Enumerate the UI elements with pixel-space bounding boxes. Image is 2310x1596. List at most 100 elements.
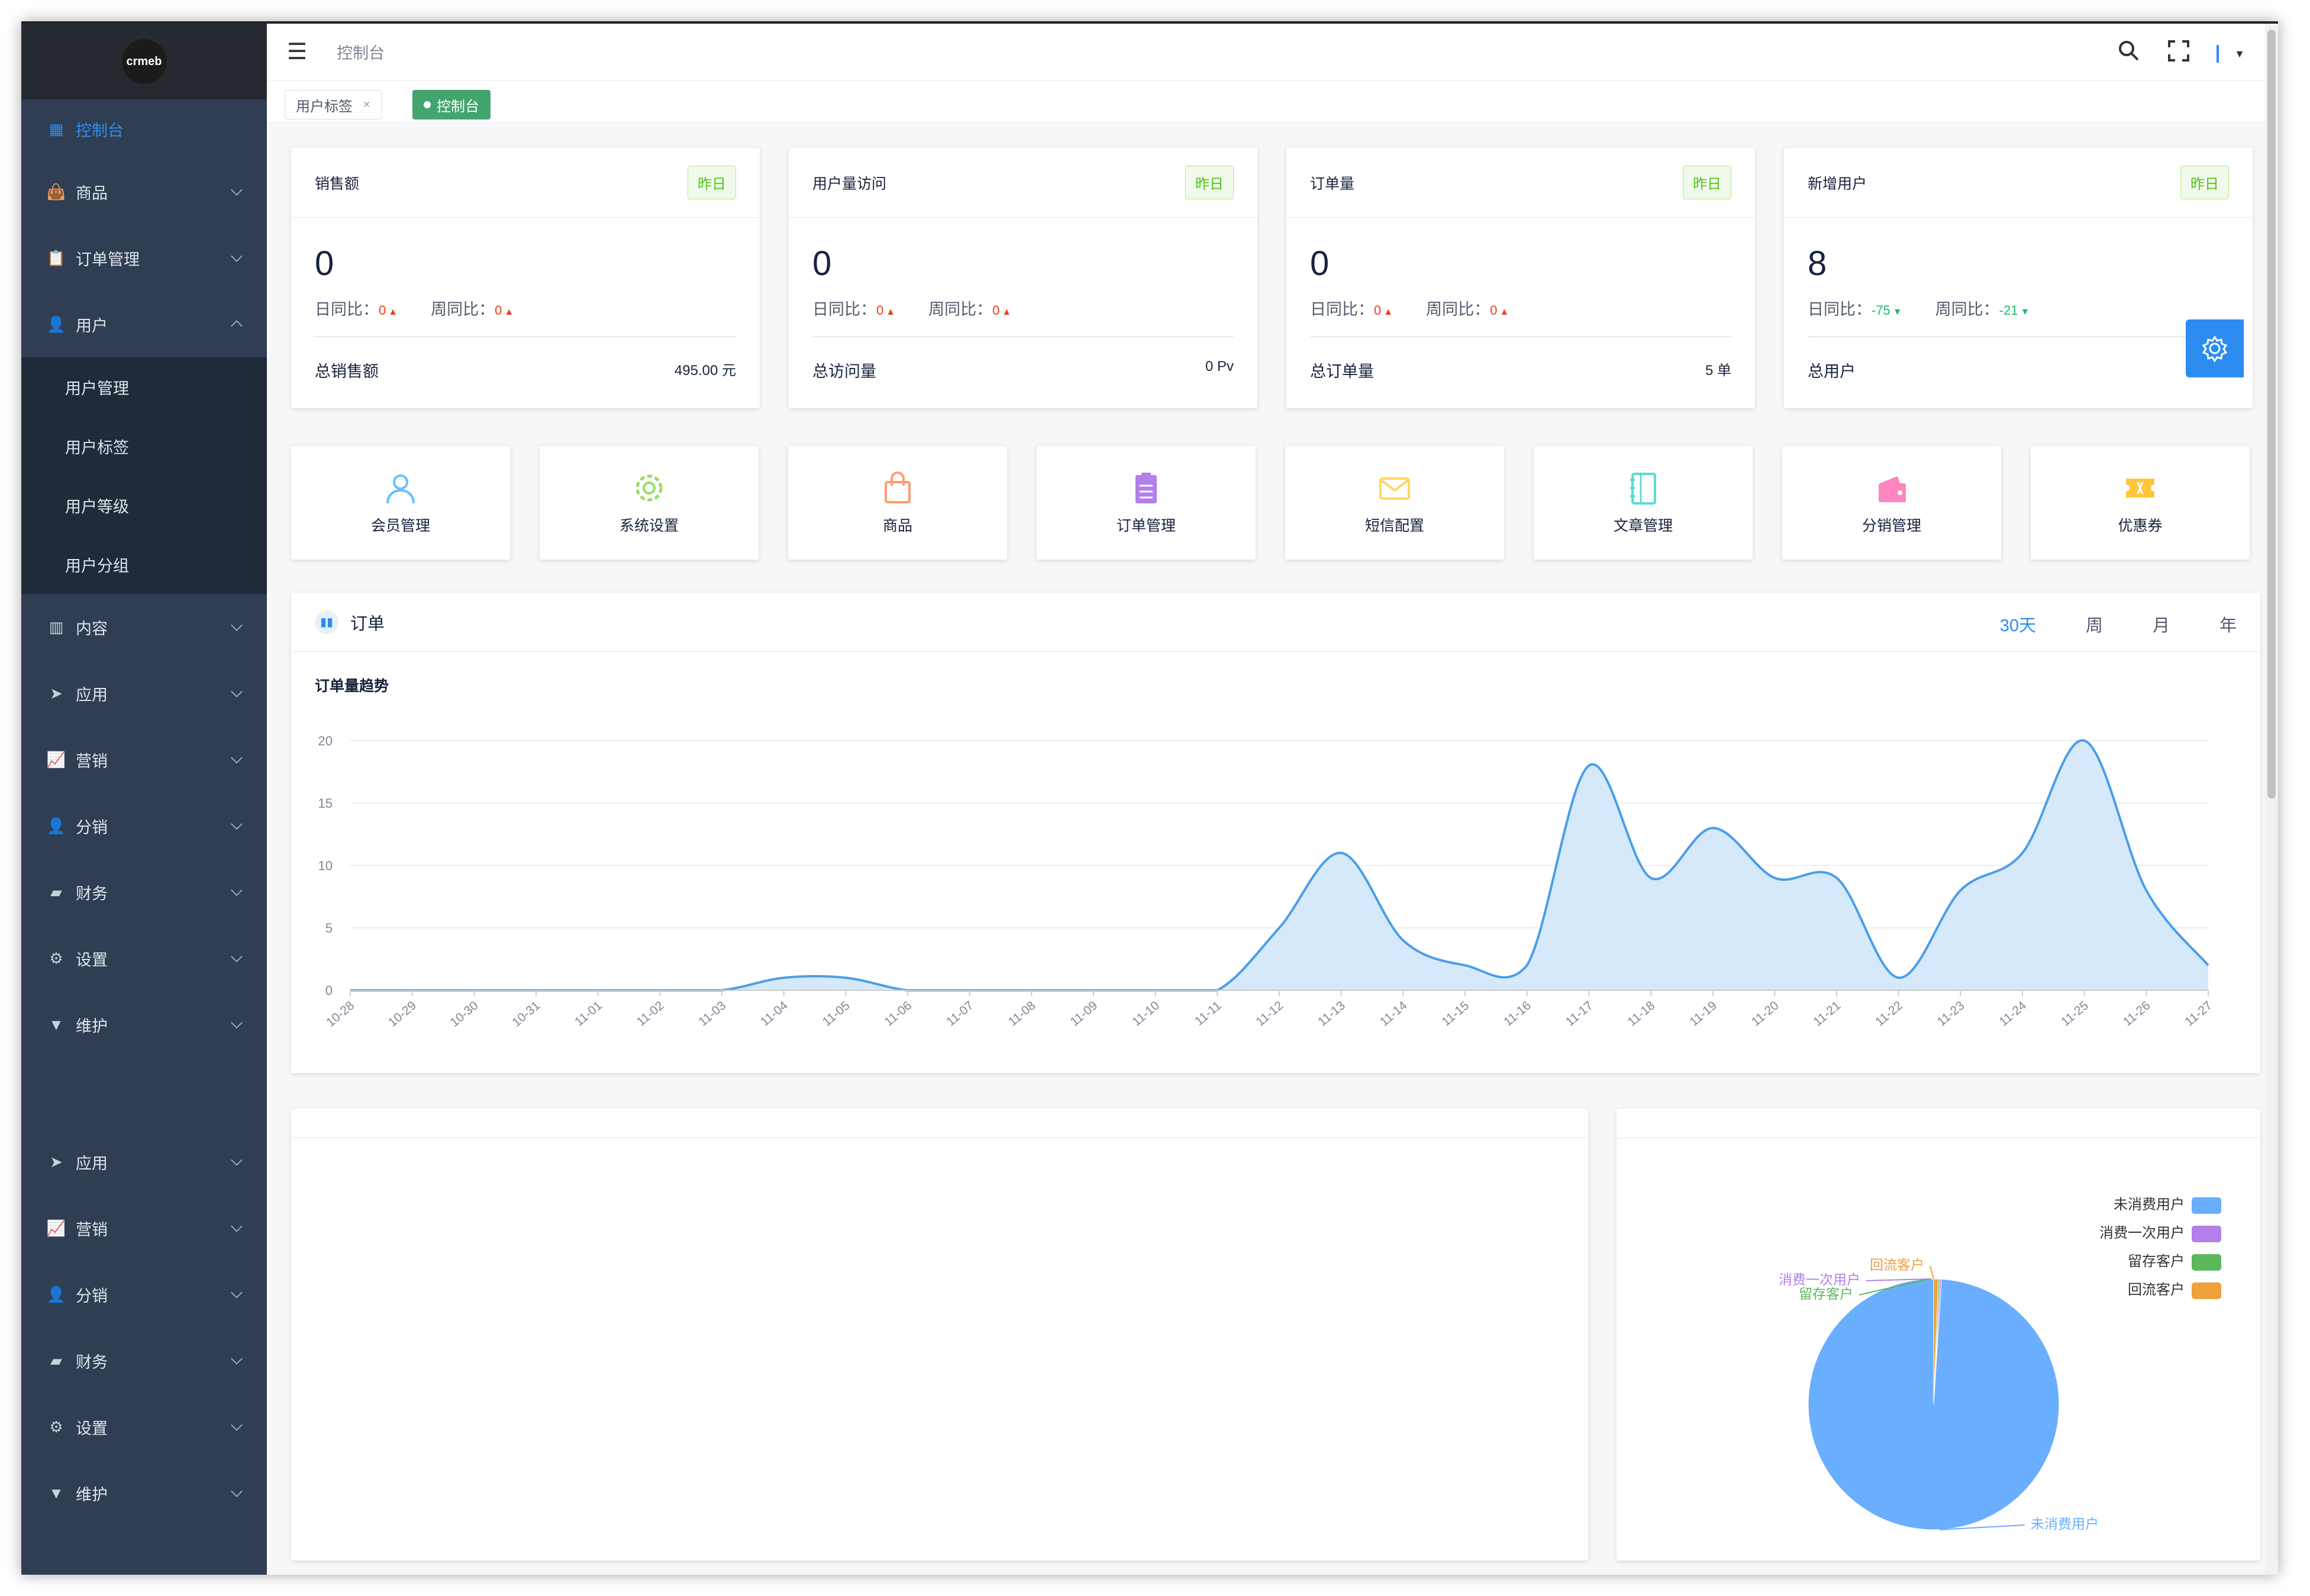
period-badge: 昨日	[2180, 166, 2229, 199]
x-tick-label: 10-28	[324, 999, 357, 1029]
chevron-down-icon	[231, 1017, 243, 1029]
submenu-item[interactable]: 用户管理	[65, 379, 129, 398]
y-tick-label: 5	[325, 921, 333, 936]
sidebar-item-sidebar-items_repeat-2[interactable]: 👤 分销	[21, 1261, 267, 1327]
sidebar-item-sidebar-items-9[interactable]: ⚙ 设置	[21, 925, 267, 991]
compare-label: 周同比：	[1426, 301, 1490, 318]
sidebar-item-sidebar-items-0[interactable]: ▦ 控制台	[21, 99, 267, 159]
sidebar-item-sidebar-items-2[interactable]: 📋 订单管理	[21, 225, 267, 291]
sidebar-item-label: 维护	[76, 1017, 108, 1035]
quick-link-6[interactable]: 文章管理	[1534, 446, 1753, 560]
quick-link-label: 系统设置	[619, 518, 679, 534]
avatar[interactable]: ▼	[2217, 45, 2245, 63]
compare-label: 周同比：	[1935, 301, 1999, 318]
sidebar-item-sidebar-items_repeat-4[interactable]: ⚙ 设置	[21, 1394, 267, 1460]
sidebar-item-label: 营销	[76, 1220, 108, 1239]
stat-footer: 总订单量 5 单	[1310, 336, 1731, 382]
sidebar-item-sidebar-items-4[interactable]: ▥ 内容	[21, 594, 267, 660]
stat-title: 订单量	[1310, 175, 1355, 192]
sidebar-item-label: 分销	[76, 1287, 108, 1305]
compare-number: 0	[1490, 303, 1498, 318]
period-option[interactable]: 周	[2085, 616, 2103, 635]
period-option[interactable]: 年	[2219, 616, 2237, 635]
stat-card-header: 销售额 昨日	[291, 148, 760, 218]
member-icon	[383, 470, 418, 506]
arrow-down-icon: ▼	[1892, 307, 1902, 317]
sidebar-item-label: 财务	[76, 884, 108, 903]
chevron-down-icon	[231, 184, 243, 196]
paper-plane-icon: ➤	[50, 684, 63, 702]
sidebar-item-label: 订单管理	[76, 250, 140, 269]
quick-link-2[interactable]: 系统设置	[540, 446, 759, 560]
tab-dashboard[interactable]: 控制台	[412, 90, 491, 119]
sidebar-item-sidebar-items-5[interactable]: ➤ 应用	[21, 660, 267, 726]
sidebar-item-sidebar-items-3[interactable]: 👤 用户	[21, 291, 267, 357]
close-icon[interactable]: ×	[363, 98, 370, 111]
sidebar-item-sidebar-items-7[interactable]: 👤 分销	[21, 793, 267, 859]
order-chart-header: ▮▮ 订单 30天 周 月 年	[291, 593, 2260, 652]
x-tick-label: 11-17	[1563, 999, 1596, 1029]
stat-foot-label: 总访问量	[812, 363, 876, 380]
week-compare: 周同比：0 ▲	[928, 296, 1011, 319]
sidebar-spacer	[21, 1058, 267, 1129]
sidebar-item-sidebar-items_repeat-0[interactable]: ➤ 应用	[21, 1129, 267, 1195]
compare-label: 周同比：	[431, 301, 495, 318]
sidebar-item-sidebar-items_repeat-3[interactable]: ▰ 财务	[21, 1327, 267, 1394]
quick-link-8[interactable]: 优惠券	[2031, 446, 2250, 560]
quick-link-5[interactable]: 短信配置	[1285, 446, 1504, 560]
x-tick-label: 11-01	[572, 999, 605, 1029]
x-tick-label: 11-14	[1377, 999, 1410, 1029]
sidebar-item-label: 应用	[76, 686, 108, 704]
compare-number: 0	[992, 303, 1000, 318]
y-tick-label: 10	[318, 858, 333, 873]
library-icon: ▥	[49, 618, 64, 636]
stat-card: 销售额 昨日 0 日同比：0 ▲ 周同比：0 ▲ 总销售额 495.00 元	[291, 148, 760, 408]
submenu-item[interactable]: 用户标签	[65, 438, 129, 457]
stat-footer: 总访问量 0 Pv	[812, 336, 1234, 382]
page-scrollbar[interactable]	[2265, 24, 2278, 1575]
blank-chart-card	[291, 1109, 1588, 1561]
fullscreen-icon[interactable]	[2167, 39, 2190, 69]
compare-number: -75	[1872, 303, 1890, 318]
chevron-down-icon	[231, 752, 243, 764]
search-icon[interactable]	[2117, 39, 2141, 69]
scrollbar-thumb[interactable]	[2267, 30, 2276, 799]
submenu-item[interactable]: 用户分组	[65, 557, 129, 575]
stat-title: 新增用户	[1808, 175, 1867, 192]
quick-link-3[interactable]: 商品	[788, 446, 1007, 560]
stat-compare: 日同比：0 ▲ 周同比：0 ▲	[789, 283, 1257, 319]
sidebar-item-sidebar-items-8[interactable]: ▰ 财务	[21, 859, 267, 925]
settings-icon	[631, 470, 667, 506]
breadcrumb[interactable]: 控制台	[337, 44, 385, 62]
shopping-bag-icon: 👜	[46, 182, 66, 201]
sidebar-item-sidebar-items-1[interactable]: 👜 商品	[21, 159, 267, 225]
tags-bar: 用户标签 × 控制台	[267, 80, 2278, 123]
shopping-bag-icon	[880, 470, 915, 506]
dashboard-icon: ▦	[49, 119, 64, 138]
compare-value: 0 ▲	[1374, 303, 1393, 318]
sidebar-item-label: 营销	[76, 752, 108, 770]
stat-title: 销售额	[315, 175, 360, 192]
quick-link-7[interactable]: 分销管理	[1782, 446, 2001, 560]
logo[interactable]: crmeb	[21, 24, 267, 99]
sidebar-item-sidebar-items-10[interactable]: ▼ 维护	[21, 991, 267, 1058]
sidebar-item-sidebar-items_repeat-5[interactable]: ▼ 维护	[21, 1460, 267, 1526]
sidebar-item-sidebar-items-6[interactable]: 📈 营销	[21, 726, 267, 793]
quick-link-4[interactable]: 订单管理	[1037, 446, 1256, 560]
label-leader-line	[1859, 1278, 1930, 1295]
period-badge: 昨日	[1683, 166, 1731, 199]
period-option[interactable]: 月	[2152, 616, 2170, 635]
legend-swatch	[2192, 1226, 2221, 1242]
settings-gear-button[interactable]	[2186, 319, 2244, 377]
arrow-up-icon: ▲	[1383, 307, 1393, 317]
stat-value: 0	[1310, 244, 1330, 283]
chevron-down-icon	[231, 686, 243, 697]
period-option[interactable]: 30天	[1999, 616, 2036, 635]
tab-user-tags[interactable]: 用户标签 ×	[285, 90, 382, 119]
sidebar-item-label: 设置	[76, 1419, 108, 1437]
quick-link-1[interactable]: 会员管理	[291, 446, 510, 560]
submenu-item[interactable]: 用户等级	[65, 497, 129, 516]
sidebar-item-sidebar-items_repeat-1[interactable]: 📈 营销	[21, 1195, 267, 1261]
menu-toggle-icon[interactable]: ☰	[287, 40, 308, 64]
compare-label: 日同比：	[1310, 301, 1374, 318]
